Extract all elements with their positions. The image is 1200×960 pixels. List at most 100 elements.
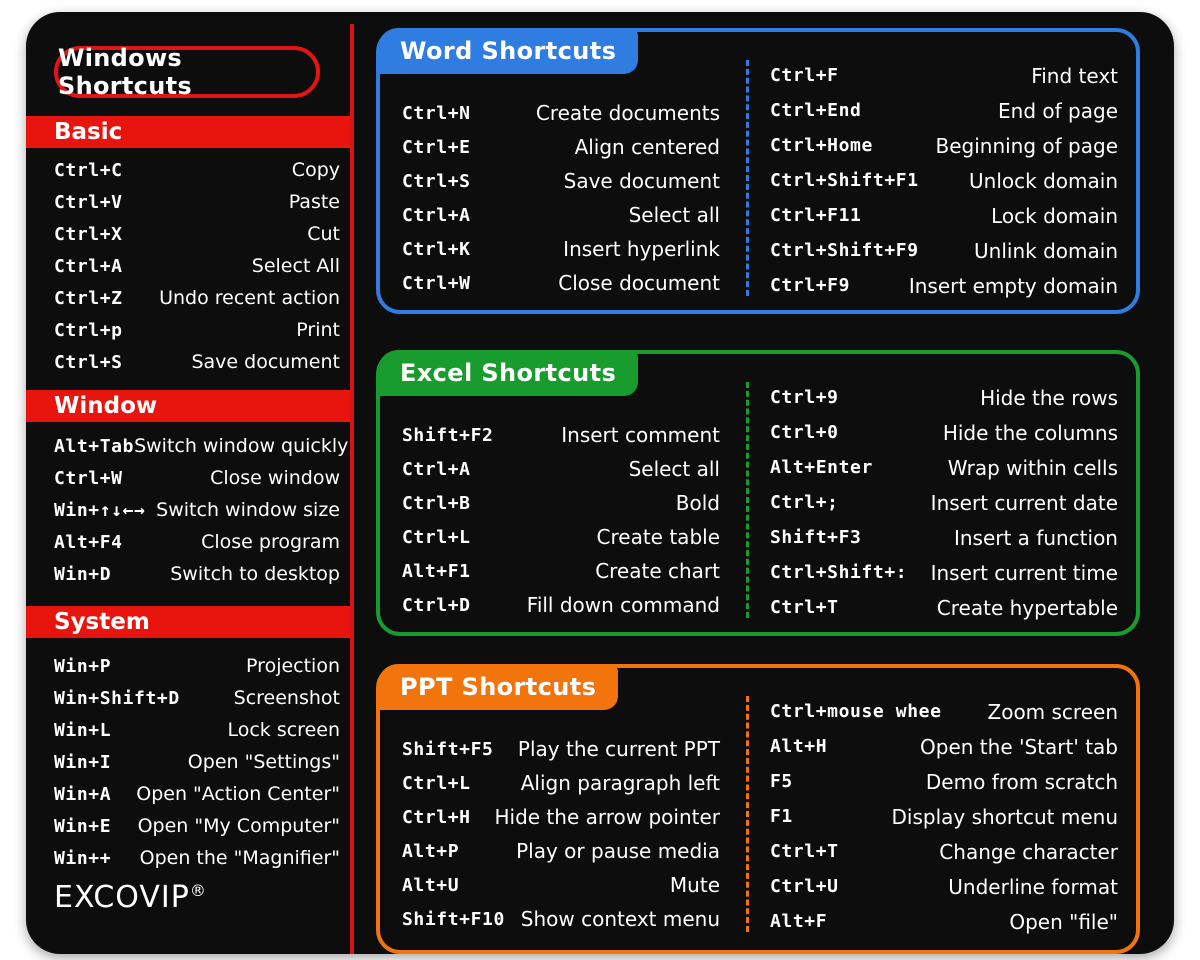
shortcut-description: End of page — [998, 98, 1118, 123]
shortcut-row: Ctrl+; Insert current date — [770, 485, 1118, 520]
shortcut-description: Create table — [596, 525, 720, 549]
shortcut-key: Ctrl+E — [402, 136, 471, 158]
main-title: Windows Shortcuts — [54, 44, 320, 100]
shortcut-description: Projection — [246, 655, 340, 677]
shortcut-key: Ctrl+T — [770, 597, 839, 618]
shortcut-description: Select All — [251, 255, 340, 277]
shortcut-row: Alt+F1 Create chart — [402, 554, 720, 588]
shortcut-description: Switch window quickly — [134, 435, 349, 457]
shortcut-key: Ctrl+H — [402, 806, 471, 828]
shortcut-key: Ctrl+F — [770, 65, 839, 86]
shortcut-description: Paste — [288, 191, 340, 213]
shortcut-row: Ctrl+A Select all — [402, 452, 720, 486]
shortcut-row: Ctrl+S Save document — [402, 164, 720, 198]
shortcut-key: Alt+F1 — [402, 560, 471, 582]
column-divider — [350, 24, 354, 954]
shortcut-key: Alt+H — [770, 736, 828, 757]
shortcut-row: F1 Display shortcut menu — [770, 799, 1118, 834]
shortcut-description: Unlock domain — [969, 168, 1118, 193]
shortcut-row: Ctrl+D Fill down command — [402, 588, 720, 622]
shortcut-key: Shift+F5 — [402, 738, 494, 760]
ppt-panel: PPT Shortcuts Shift+F5 Play the current P… — [376, 664, 1140, 954]
shortcut-description: Unlink domain — [974, 238, 1118, 263]
shortcut-description: Find text — [1031, 63, 1118, 88]
shortcut-description: Open the "Magnifier" — [139, 847, 340, 869]
shortcut-row: Ctrl+C Copy — [54, 154, 340, 186]
shortcut-description: Insert current time — [930, 560, 1118, 585]
shortcut-description: Open "My Computer" — [137, 815, 340, 837]
shortcut-row: Alt+U Mute — [402, 868, 720, 902]
shortcut-row: Win+L Lock screen — [54, 714, 340, 746]
excel-panel: Excel Shortcuts Shift+F2 Insert comment Ct… — [376, 350, 1140, 636]
shortcut-description: Bold — [675, 491, 720, 515]
excel-separator — [746, 382, 749, 618]
shortcut-description: Hide the rows — [980, 385, 1118, 410]
shortcut-key: Win+A — [54, 783, 112, 805]
shortcut-key: Ctrl+K — [402, 238, 471, 260]
brand-logo: EXCOVIP® — [54, 880, 207, 915]
shortcut-key: Ctrl+S — [54, 351, 123, 373]
shortcut-key: Ctrl+Shift+F1 — [770, 170, 919, 191]
shortcut-key: Ctrl+W — [402, 272, 471, 294]
window-list: Alt+Tab Switch window quickly Ctrl+W Close … — [54, 430, 348, 590]
shortcut-row: Ctrl+End End of page — [770, 93, 1118, 128]
shortcut-key: Ctrl+W — [54, 467, 123, 489]
shortcut-row: F5 Demo from scratch — [770, 764, 1118, 799]
shortcut-description: Switch to desktop — [170, 563, 340, 585]
shortcut-description: Display shortcut menu — [891, 804, 1118, 829]
shortcut-key: Ctrl+Home — [770, 135, 873, 156]
shortcut-key: F1 — [770, 806, 793, 827]
shortcut-row: Ctrl+V Paste — [54, 186, 340, 218]
shortcut-description: Create chart — [595, 559, 720, 583]
shortcut-key: Alt+Tab — [54, 435, 135, 457]
shortcut-key: Ctrl+A — [402, 204, 471, 226]
shortcut-key: Ctrl+; — [770, 492, 839, 513]
window-heading: Window — [26, 390, 350, 422]
shortcut-row: Ctrl+S Save document — [54, 346, 340, 378]
shortcut-description: Open "Settings" — [187, 751, 340, 773]
shortcut-row: Ctrl+p Print — [54, 314, 340, 346]
shortcut-key: Ctrl+T — [770, 841, 839, 862]
word-left-list: Ctrl+N Create documents Ctrl+E Align center… — [402, 96, 720, 300]
shortcut-description: Show context menu — [520, 907, 720, 931]
shortcut-key: Ctrl+X — [54, 223, 123, 245]
shortcut-row: Ctrl+L Align paragraph left — [402, 766, 720, 800]
shortcut-row: Ctrl+K Insert hyperlink — [402, 232, 720, 266]
shortcut-key: Alt+U — [402, 874, 460, 896]
shortcut-description: Wrap within cells — [947, 455, 1118, 480]
shortcut-key: Ctrl+9 — [770, 387, 839, 408]
shortcut-key: Ctrl+S — [402, 170, 471, 192]
shortcut-key: Win++ — [54, 847, 112, 869]
shortcut-description: Close program — [201, 531, 340, 553]
shortcut-row: Shift+F3 Insert a function — [770, 520, 1118, 555]
excel-left-list: Shift+F2 Insert comment Ctrl+A Select all Ct… — [402, 418, 720, 622]
word-right-list: Ctrl+F Find text Ctrl+End End of page Ctrl+H… — [770, 58, 1118, 303]
shortcut-row: Ctrl+mouse whee Zoom screen — [770, 694, 1118, 729]
shortcut-row: Ctrl+Z Undo recent action — [54, 282, 340, 314]
shortcut-row: Win+↑↓←→ Switch window size — [54, 494, 340, 526]
shortcut-key: Ctrl+A — [402, 458, 471, 480]
shortcut-key: Ctrl+V — [54, 191, 123, 213]
shortcut-row: Win+A Open "Action Center" — [54, 778, 340, 810]
shortcut-description: Lock domain — [991, 203, 1118, 228]
shortcut-row: Alt+Enter Wrap within cells — [770, 450, 1118, 485]
shortcut-row: Ctrl+L Create table — [402, 520, 720, 554]
shortcut-description: Close window — [210, 467, 340, 489]
shortcut-description: Beginning of page — [935, 133, 1119, 158]
shortcut-row: Ctrl+Shift+: Insert current time — [770, 555, 1118, 590]
shortcut-key: Ctrl+F11 — [770, 205, 862, 226]
shortcut-key: Shift+F2 — [402, 424, 494, 446]
shortcut-row: Win++ Open the "Magnifier" — [54, 842, 340, 874]
shortcut-row: Win+D Switch to desktop — [54, 558, 340, 590]
shortcut-key: Ctrl+F9 — [770, 275, 851, 296]
shortcut-description: Insert a function — [953, 525, 1118, 550]
shortcut-mousepad: Windows Shortcuts Basic Ctrl+C Copy Ctrl+V… — [26, 12, 1174, 954]
shortcut-row: Shift+F10 Show context menu — [402, 902, 720, 936]
shortcut-description: Align centered — [574, 135, 720, 159]
shortcut-description: Mute — [669, 873, 720, 897]
shortcut-key: Ctrl+A — [54, 255, 123, 277]
shortcut-description: Create hypertable — [936, 595, 1118, 620]
shortcut-row: Ctrl+F11 Lock domain — [770, 198, 1118, 233]
shortcut-key: Ctrl+p — [54, 319, 123, 341]
shortcut-description: Print — [296, 319, 340, 341]
